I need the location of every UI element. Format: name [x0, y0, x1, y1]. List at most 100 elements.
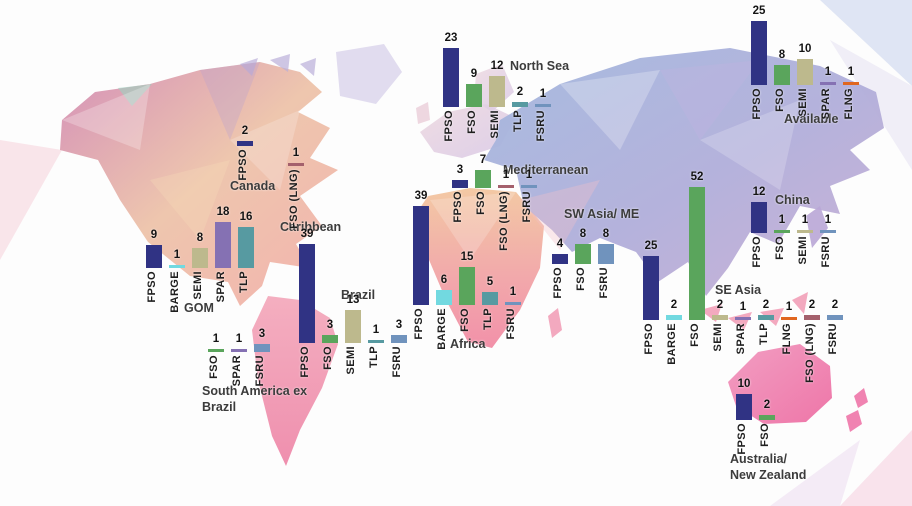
bar-australia-new-zealand-fso [759, 415, 775, 420]
new-zealand [846, 410, 862, 432]
bar-value-mediterranean-fso: 7 [479, 154, 487, 166]
arctic-island [240, 58, 258, 76]
bar-value-north-sea-semi: 12 [490, 60, 504, 72]
bar-type-label-se-asia-fsru: FSRU [827, 323, 839, 355]
bar-value-available-spar: 1 [824, 66, 832, 78]
bar-brazil-semi [345, 310, 361, 343]
region-label-africa: Africa [450, 337, 486, 351]
bar-brazil-fsru [391, 335, 407, 343]
bar-value-se-asia-fsru: 2 [831, 299, 839, 311]
map-facet [62, 84, 150, 150]
bar-se-asia-fpso [643, 256, 659, 320]
bar-caribbean-fso-lng [288, 163, 304, 166]
bar-value-se-asia-fpso: 25 [644, 240, 658, 252]
bar-se-asia-fso-lng [804, 315, 820, 320]
region-label-caribbean: Caribbean [280, 220, 342, 234]
bar-south-america-ex-brazil-spar [231, 349, 247, 352]
bar-type-label-south-america-ex-brazil-spar: SPAR [231, 355, 243, 387]
bar-type-label-mediterranean-fso: FSO [475, 191, 487, 215]
bar-africa-fpso [413, 206, 429, 305]
region-label-se-asia: SE Asia [715, 283, 762, 297]
bar-type-label-china-fsru: FSRU [820, 236, 832, 268]
bar-value-africa-barge: 6 [440, 274, 448, 286]
bar-value-australia-new-zealand-fso: 2 [763, 399, 771, 411]
bar-type-label-se-asia-flng: FLNG [781, 323, 793, 355]
bar-value-china-fsru: 1 [824, 214, 832, 226]
bar-value-canada-fpso: 2 [241, 125, 249, 137]
bar-available-semi [797, 59, 813, 85]
bar-type-label-china-fso: FSO [774, 236, 786, 260]
se-asia-island [728, 312, 752, 330]
bar-type-label-sw-asia-me-fsru: FSRU [598, 267, 610, 299]
bar-value-north-sea-fpso: 23 [444, 32, 458, 44]
bar-gom-spar [215, 222, 231, 268]
bar-type-label-africa-tlp: TLP [482, 308, 494, 330]
bar-value-available-semi: 10 [798, 43, 812, 55]
bar-type-label-se-asia-barge: BARGE [666, 323, 678, 365]
bar-se-asia-barge [666, 315, 682, 320]
madagascar [548, 308, 562, 338]
bar-value-brazil-semi: 13 [346, 294, 360, 306]
arctic-island [300, 58, 316, 76]
bar-se-asia-spar [735, 317, 751, 320]
bar-type-label-caribbean-fso-lng: FSO (LNG) [288, 169, 300, 229]
bar-type-label-se-asia-fpso: FPSO [643, 323, 655, 355]
bar-type-label-brazil-tlp: TLP [368, 346, 380, 368]
bar-type-label-se-asia-spar: SPAR [735, 323, 747, 355]
bar-china-fpso [751, 202, 767, 233]
bar-south-america-ex-brazil-fso [208, 349, 224, 352]
bar-north-sea-fso [466, 84, 482, 107]
bar-brazil-tlp [368, 340, 384, 343]
bar-mediterranean-fsru [521, 185, 537, 188]
map-facet [150, 160, 230, 240]
bar-type-label-sw-asia-me-fso: FSO [575, 267, 587, 291]
bar-value-africa-tlp: 5 [486, 276, 494, 288]
bar-value-china-fso: 1 [778, 214, 786, 226]
bar-africa-tlp [482, 292, 498, 305]
bar-type-label-se-asia-fso-lng: FSO (LNG) [804, 323, 816, 383]
bar-value-gom-semi: 8 [196, 232, 204, 244]
se-asia-island [792, 292, 808, 314]
map-facet [700, 100, 800, 190]
bar-available-fpso [751, 21, 767, 85]
ocean-facet [820, 0, 912, 86]
continent-australia [728, 344, 832, 424]
new-zealand [854, 388, 868, 408]
bar-type-label-canada-fpso: FPSO [237, 149, 249, 181]
bar-type-label-sw-asia-me-fpso: FPSO [552, 267, 564, 299]
bar-value-se-asia-fso-lng: 2 [808, 299, 816, 311]
bar-value-mediterranean-fsru: 1 [525, 169, 533, 181]
british-isles [416, 102, 430, 124]
bar-mediterranean-fso-lng [498, 185, 514, 188]
bar-value-available-flng: 1 [847, 66, 855, 78]
bar-value-south-america-ex-brazil-fso: 1 [212, 333, 220, 345]
bar-value-brazil-fpso: 39 [300, 228, 314, 240]
ocean-facet [840, 430, 912, 506]
map-facet [520, 180, 600, 250]
bar-value-south-america-ex-brazil-spar: 1 [235, 333, 243, 345]
bar-value-se-asia-flng: 1 [785, 301, 793, 313]
bar-type-label-australia-new-zealand-fpso: FPSO [736, 423, 748, 455]
bar-value-china-semi: 1 [801, 214, 809, 226]
bar-north-sea-fsru [535, 104, 551, 107]
bar-value-brazil-fsru: 3 [395, 319, 403, 331]
bar-type-label-se-asia-fso: FSO [689, 323, 701, 347]
ocean-facet [770, 440, 860, 506]
bar-type-label-north-sea-fsru: FSRU [535, 110, 547, 142]
bar-value-brazil-fso: 3 [326, 319, 334, 331]
bar-value-available-fpso: 25 [752, 5, 766, 17]
bar-value-se-asia-fso: 52 [690, 171, 704, 183]
bar-type-label-north-sea-semi: SEMI [489, 110, 501, 139]
bar-value-gom-barge: 1 [173, 249, 181, 261]
bar-value-mediterranean-fso-lng: 1 [502, 169, 510, 181]
bar-type-label-brazil-fso: FSO [322, 346, 334, 370]
bar-type-label-china-fpso: FPSO [751, 236, 763, 268]
bar-value-north-sea-tlp: 2 [516, 86, 524, 98]
bar-type-label-gom-tlp: TLP [238, 271, 250, 293]
bar-type-label-africa-fpso: FPSO [413, 308, 425, 340]
bar-value-se-asia-semi: 2 [716, 299, 724, 311]
bar-type-label-china-semi: SEMI [797, 236, 809, 265]
bar-value-china-fpso: 12 [752, 186, 766, 198]
bar-value-sw-asia-me-fsru: 8 [602, 228, 610, 240]
